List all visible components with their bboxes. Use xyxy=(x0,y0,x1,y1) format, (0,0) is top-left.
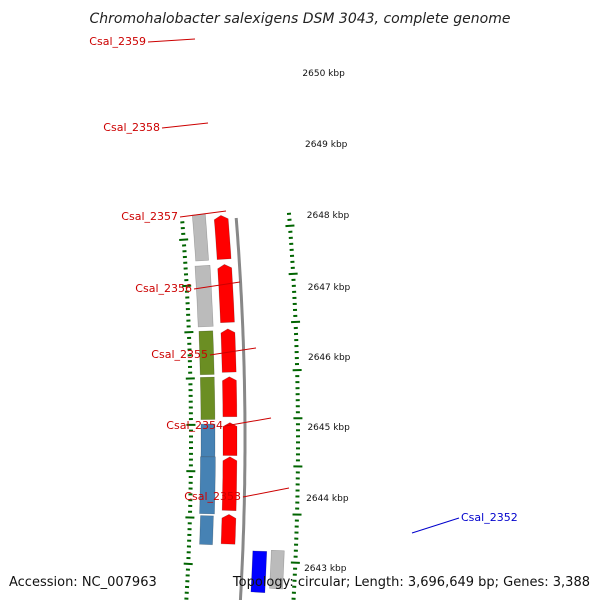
gene-label: Csal_2356 xyxy=(135,282,192,295)
accession-text: Accession: NC_007963 xyxy=(9,575,157,590)
map-title: Chromohalobacter salexigens DSM 3043, co… xyxy=(90,11,511,27)
leader-line xyxy=(147,38,196,43)
gene-block xyxy=(250,550,268,594)
cds-arrow xyxy=(222,376,238,418)
genome-stats-text: Topology: circular; Length: 3,696,649 bp… xyxy=(232,575,590,590)
leader-line xyxy=(242,487,290,498)
tick-label: 2643 kbp xyxy=(304,564,347,574)
gene-label: Csal_2358 xyxy=(103,121,160,134)
tick-dash xyxy=(288,272,298,276)
leader-line xyxy=(179,210,227,218)
gene-block xyxy=(269,549,285,590)
leader-line xyxy=(411,517,460,534)
cds-arrow xyxy=(221,456,238,512)
feature-track xyxy=(191,213,285,594)
gene-label: Csal_2354 xyxy=(166,419,223,432)
gene-label: Csal_2359 xyxy=(89,35,146,48)
tick-labels: 2650 kbp 2649 kbp 2648 kbp 2647 kbp 2646 kbp… xyxy=(302,69,350,574)
leader-line xyxy=(224,417,272,427)
leader-line xyxy=(161,122,209,129)
leader-line xyxy=(193,281,241,290)
gene-block xyxy=(199,376,216,420)
gene-label: Csal_2355 xyxy=(151,348,208,361)
genome-backbone xyxy=(234,217,247,600)
gene-label: Csal_2352 xyxy=(461,511,518,524)
gene-block xyxy=(199,515,214,546)
tick-dash xyxy=(179,238,189,241)
backbone-track xyxy=(234,217,247,600)
tick-dot-track xyxy=(179,212,303,600)
cds-arrow xyxy=(220,328,237,373)
gene-block xyxy=(194,264,214,328)
tick-dash xyxy=(182,284,192,288)
tick-dash xyxy=(285,224,295,228)
leader-line xyxy=(209,347,257,356)
tick-label: 2648 kbp xyxy=(307,211,350,221)
cds-arrow xyxy=(220,514,237,545)
gene-block xyxy=(199,456,216,515)
gene-block xyxy=(198,330,215,376)
gene-labels: Csal_2359 Csal_2358 Csal_2357 Csal_2356 Csal… xyxy=(89,35,518,534)
cds-arrow xyxy=(222,422,238,456)
tick-label: 2647 kbp xyxy=(308,283,351,293)
tick-label: 2650 kbp xyxy=(302,69,345,79)
cds-arrow xyxy=(217,264,235,324)
gene-label: Csal_2357 xyxy=(121,210,178,223)
tick-label: 2649 kbp xyxy=(305,140,348,150)
cds-arrow xyxy=(213,215,232,260)
gene-block xyxy=(191,213,209,262)
tick-label: 2646 kbp xyxy=(308,353,351,363)
gene-label: Csal_2353 xyxy=(184,490,241,503)
tick-label: 2644 kbp xyxy=(306,494,349,504)
tick-label: 2645 kbp xyxy=(307,423,350,433)
